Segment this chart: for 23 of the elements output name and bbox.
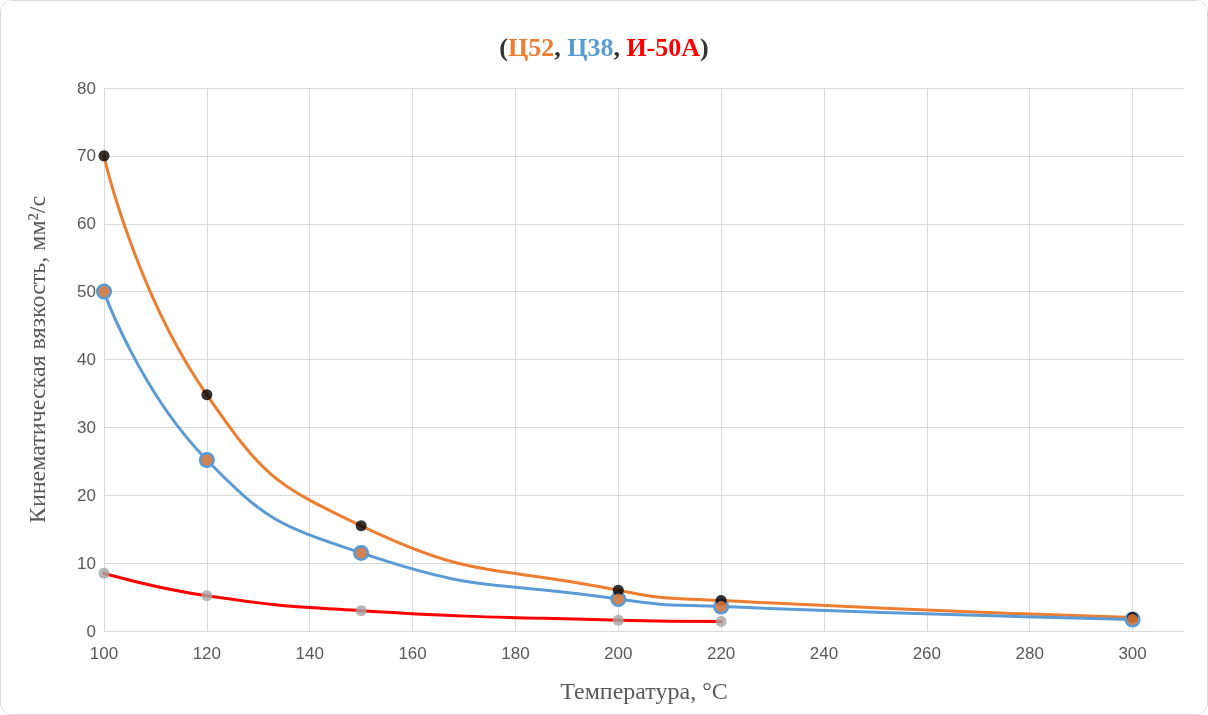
x-tick-label: 220 — [706, 644, 736, 663]
x-tick-label: 180 — [501, 644, 530, 663]
x-tick-label: 140 — [295, 644, 324, 663]
x-tick-label: 200 — [604, 644, 633, 663]
x-tick-label: 260 — [912, 644, 942, 663]
y-tick-label: 10 — [77, 553, 96, 573]
x-tick-label: 120 — [192, 644, 222, 663]
chart-title: (Ц52, Ц38, И-50А) — [499, 32, 709, 62]
y-tick-label: 0 — [86, 621, 96, 641]
y-tick-label: 60 — [77, 214, 96, 234]
y-tick-label: 20 — [77, 485, 96, 505]
y-tick-label: 70 — [77, 146, 96, 166]
x-tick-label: 240 — [809, 644, 839, 663]
y-tick-label: 50 — [77, 282, 96, 302]
y-tick-label: 80 — [77, 78, 96, 98]
y-tick-label: 30 — [77, 417, 96, 437]
x-axis-title: Температура, °С — [560, 678, 728, 704]
x-tick-label: 160 — [398, 644, 427, 663]
x-tick-label: 280 — [1015, 644, 1044, 663]
y-tick-label: 40 — [77, 350, 96, 369]
x-tick-label: 300 — [1118, 644, 1147, 663]
y-axis-title: Кинематическая вязкость, мм²/с — [24, 195, 50, 524]
x-tick-label: 100 — [89, 644, 119, 663]
